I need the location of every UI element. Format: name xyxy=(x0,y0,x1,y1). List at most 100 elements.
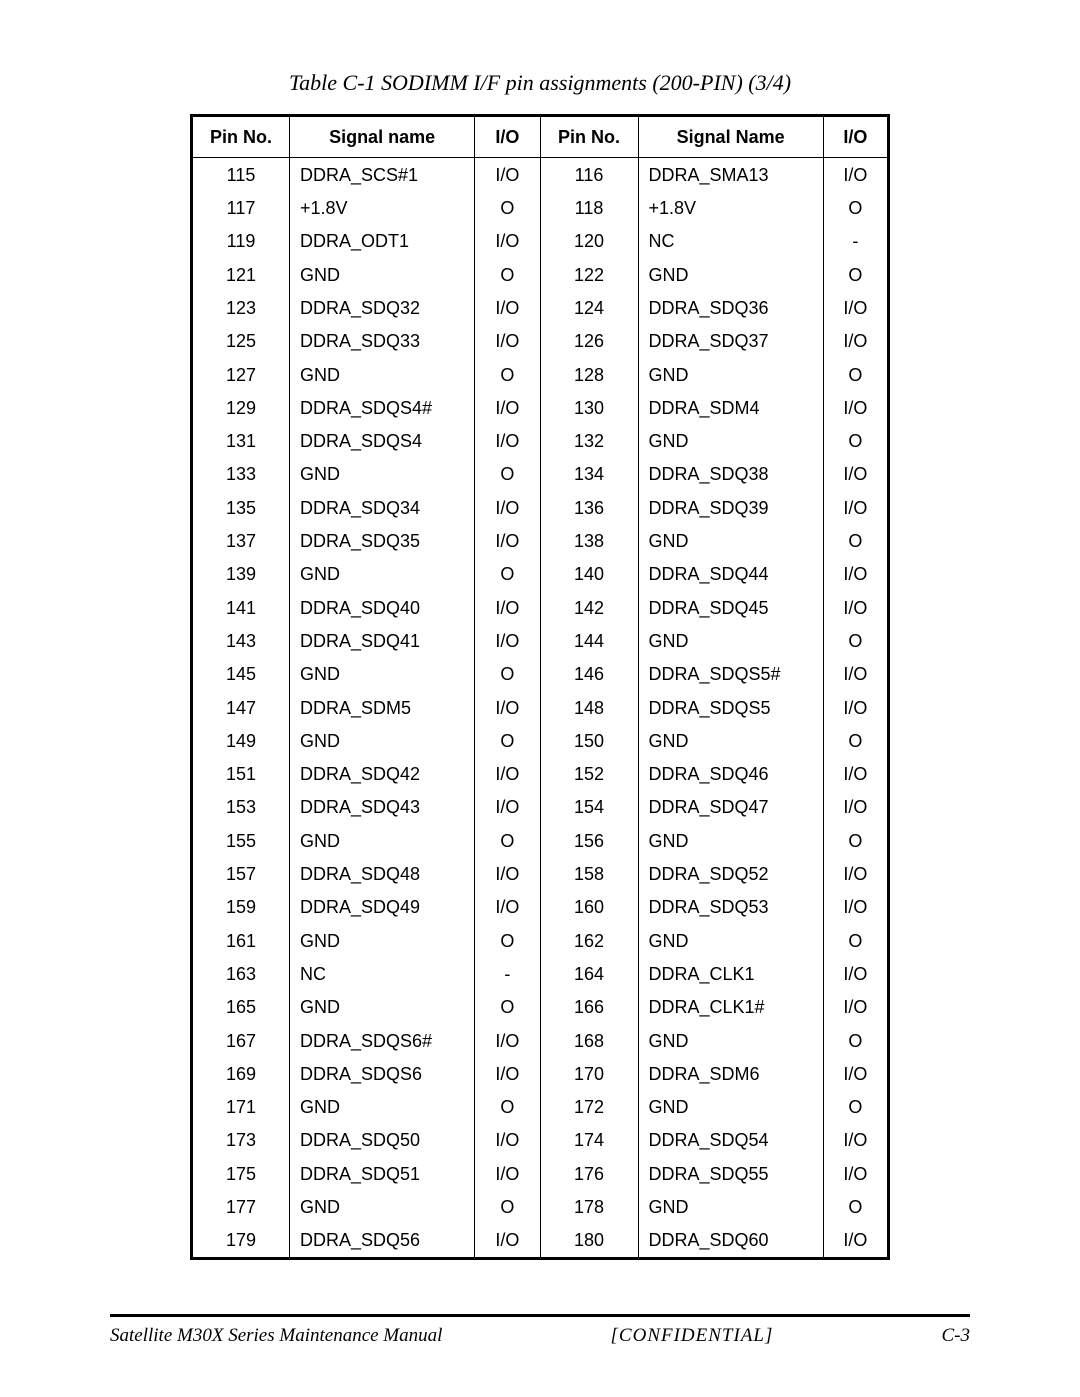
cell-io-a: O xyxy=(475,1191,540,1224)
cell-pin-a: 151 xyxy=(192,758,290,791)
cell-pin-b: 178 xyxy=(540,1191,638,1224)
table-row: 165GNDO166DDRA_CLK1#I/O xyxy=(192,991,889,1024)
cell-signal-a: DDRA_SDQ51 xyxy=(290,1157,475,1190)
cell-pin-a: 133 xyxy=(192,458,290,491)
cell-pin-a: 157 xyxy=(192,858,290,891)
table-row: 175DDRA_SDQ51I/O176DDRA_SDQ55I/O xyxy=(192,1157,889,1190)
col-header-io-a: I/O xyxy=(475,116,540,158)
cell-signal-b: GND xyxy=(638,358,823,391)
cell-io-a: I/O xyxy=(475,1124,540,1157)
cell-io-a: I/O xyxy=(475,158,540,192)
table-row: 119DDRA_ODT1I/O120NC- xyxy=(192,225,889,258)
cell-pin-a: 127 xyxy=(192,358,290,391)
table-row: 149GNDO150GNDO xyxy=(192,724,889,757)
cell-io-a: O xyxy=(475,192,540,225)
cell-signal-b: GND xyxy=(638,824,823,857)
cell-io-a: O xyxy=(475,258,540,291)
cell-pin-b: 122 xyxy=(540,258,638,291)
cell-pin-a: 173 xyxy=(192,1124,290,1157)
table-row: 147DDRA_SDM5I/O148DDRA_SDQS5I/O xyxy=(192,691,889,724)
table-row: 177GNDO178GNDO xyxy=(192,1191,889,1224)
cell-pin-a: 177 xyxy=(192,1191,290,1224)
col-header-pin-b: Pin No. xyxy=(540,116,638,158)
cell-pin-a: 141 xyxy=(192,591,290,624)
table-row: 171GNDO172GNDO xyxy=(192,1091,889,1124)
table-row: 143DDRA_SDQ41I/O144GNDO xyxy=(192,624,889,657)
table-row: 133GNDO134DDRA_SDQ38I/O xyxy=(192,458,889,491)
cell-pin-b: 152 xyxy=(540,758,638,791)
cell-signal-b: DDRA_CLK1# xyxy=(638,991,823,1024)
cell-pin-b: 128 xyxy=(540,358,638,391)
cell-io-b: I/O xyxy=(823,158,888,192)
cell-pin-a: 149 xyxy=(192,724,290,757)
cell-pin-a: 139 xyxy=(192,558,290,591)
cell-signal-b: DDRA_CLK1 xyxy=(638,957,823,990)
cell-io-a: O xyxy=(475,1091,540,1124)
cell-signal-b: GND xyxy=(638,1191,823,1224)
cell-pin-a: 171 xyxy=(192,1091,290,1124)
cell-io-a: I/O xyxy=(475,891,540,924)
cell-io-b: I/O xyxy=(823,658,888,691)
cell-signal-b: GND xyxy=(638,1091,823,1124)
table-row: 167DDRA_SDQS6#I/O168GNDO xyxy=(192,1024,889,1057)
cell-signal-b: DDRA_SDQS5# xyxy=(638,658,823,691)
cell-io-b: O xyxy=(823,525,888,558)
cell-io-b: O xyxy=(823,624,888,657)
table-row: 161GNDO162GNDO xyxy=(192,924,889,957)
cell-signal-a: GND xyxy=(290,458,475,491)
cell-io-b: O xyxy=(823,358,888,391)
cell-io-a: O xyxy=(475,458,540,491)
cell-signal-b: DDRA_SDQ52 xyxy=(638,858,823,891)
cell-pin-a: 143 xyxy=(192,624,290,657)
cell-io-a: I/O xyxy=(475,525,540,558)
table-row: 115DDRA_SCS#1I/O116DDRA_SMA13I/O xyxy=(192,158,889,192)
cell-io-a: I/O xyxy=(475,291,540,324)
cell-signal-a: DDRA_SDM5 xyxy=(290,691,475,724)
cell-signal-a: DDRA_SDQ33 xyxy=(290,325,475,358)
cell-io-b: I/O xyxy=(823,791,888,824)
table-row: 121GNDO122GNDO xyxy=(192,258,889,291)
cell-io-a: O xyxy=(475,558,540,591)
cell-signal-b: DDRA_SDQ39 xyxy=(638,491,823,524)
cell-pin-b: 134 xyxy=(540,458,638,491)
cell-io-b: - xyxy=(823,225,888,258)
cell-signal-a: DDRA_SDQ50 xyxy=(290,1124,475,1157)
cell-pin-a: 117 xyxy=(192,192,290,225)
cell-pin-a: 123 xyxy=(192,291,290,324)
cell-pin-b: 136 xyxy=(540,491,638,524)
cell-signal-b: GND xyxy=(638,724,823,757)
cell-pin-a: 147 xyxy=(192,691,290,724)
cell-io-b: O xyxy=(823,258,888,291)
cell-pin-b: 126 xyxy=(540,325,638,358)
cell-pin-b: 172 xyxy=(540,1091,638,1124)
cell-io-b: O xyxy=(823,1091,888,1124)
cell-signal-b: GND xyxy=(638,425,823,458)
cell-pin-b: 164 xyxy=(540,957,638,990)
table-row: 173DDRA_SDQ50I/O174DDRA_SDQ54I/O xyxy=(192,1124,889,1157)
table-row: 169DDRA_SDQS6I/O170DDRA_SDM6I/O xyxy=(192,1057,889,1090)
cell-signal-b: DDRA_SDQ37 xyxy=(638,325,823,358)
cell-pin-b: 170 xyxy=(540,1057,638,1090)
cell-pin-b: 116 xyxy=(540,158,638,192)
cell-pin-b: 166 xyxy=(540,991,638,1024)
page-footer: Satellite M30X Series Maintenance Manual… xyxy=(110,1314,970,1347)
cell-signal-a: GND xyxy=(290,724,475,757)
cell-io-b: I/O xyxy=(823,858,888,891)
cell-signal-a: GND xyxy=(290,991,475,1024)
cell-signal-b: GND xyxy=(638,624,823,657)
cell-signal-b: DDRA_SMA13 xyxy=(638,158,823,192)
cell-pin-a: 153 xyxy=(192,791,290,824)
table-row: 129DDRA_SDQS4#I/O130DDRA_SDM4I/O xyxy=(192,391,889,424)
cell-pin-a: 145 xyxy=(192,658,290,691)
table-row: 151DDRA_SDQ42I/O152DDRA_SDQ46I/O xyxy=(192,758,889,791)
cell-signal-b: DDRA_SDQ55 xyxy=(638,1157,823,1190)
cell-signal-b: DDRA_SDQ38 xyxy=(638,458,823,491)
cell-io-a: - xyxy=(475,957,540,990)
cell-io-b: I/O xyxy=(823,1224,888,1259)
cell-io-b: I/O xyxy=(823,1057,888,1090)
cell-signal-a: DDRA_ODT1 xyxy=(290,225,475,258)
cell-io-a: I/O xyxy=(475,491,540,524)
cell-io-b: I/O xyxy=(823,758,888,791)
cell-signal-a: +1.8V xyxy=(290,192,475,225)
cell-io-a: I/O xyxy=(475,1157,540,1190)
